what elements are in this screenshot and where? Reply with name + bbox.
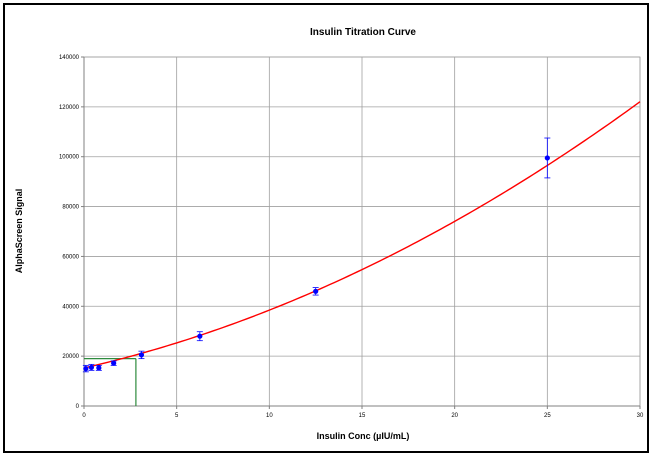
x-tick-label: 30: [637, 413, 644, 419]
x-tick-label: 5: [175, 413, 179, 419]
chart-frame: [3, 3, 649, 453]
data-point: [138, 352, 145, 358]
x-tick-label: 15: [359, 413, 366, 419]
y-tick-label: 80000: [62, 205, 79, 211]
data-point: [197, 333, 203, 339]
y-tick-label: 20000: [62, 354, 79, 360]
y-tick-label: 100000: [59, 155, 80, 161]
y-axis-label: AlphaScreen Signal: [14, 189, 24, 274]
y-tick-label: 120000: [59, 105, 80, 111]
y-tick-label: 60000: [62, 254, 79, 260]
x-tick-label: 20: [451, 413, 458, 419]
x-tick-label: 0: [82, 413, 86, 419]
x-tick-label: 10: [266, 413, 273, 419]
data-point: [313, 288, 319, 294]
x-axis-label: Insulin Conc (µIU/mL): [317, 431, 410, 441]
data-point: [83, 366, 89, 372]
x-tick-label: 25: [544, 413, 551, 419]
data-point: [96, 365, 102, 371]
chart-title: Insulin Titration Curve: [310, 27, 416, 38]
data-point: [111, 360, 117, 366]
y-tick-label: 0: [76, 404, 80, 410]
y-tick-label: 40000: [62, 304, 79, 310]
data-point: [88, 364, 95, 370]
y-tick-label: 140000: [59, 55, 80, 61]
data-point: [544, 155, 550, 161]
